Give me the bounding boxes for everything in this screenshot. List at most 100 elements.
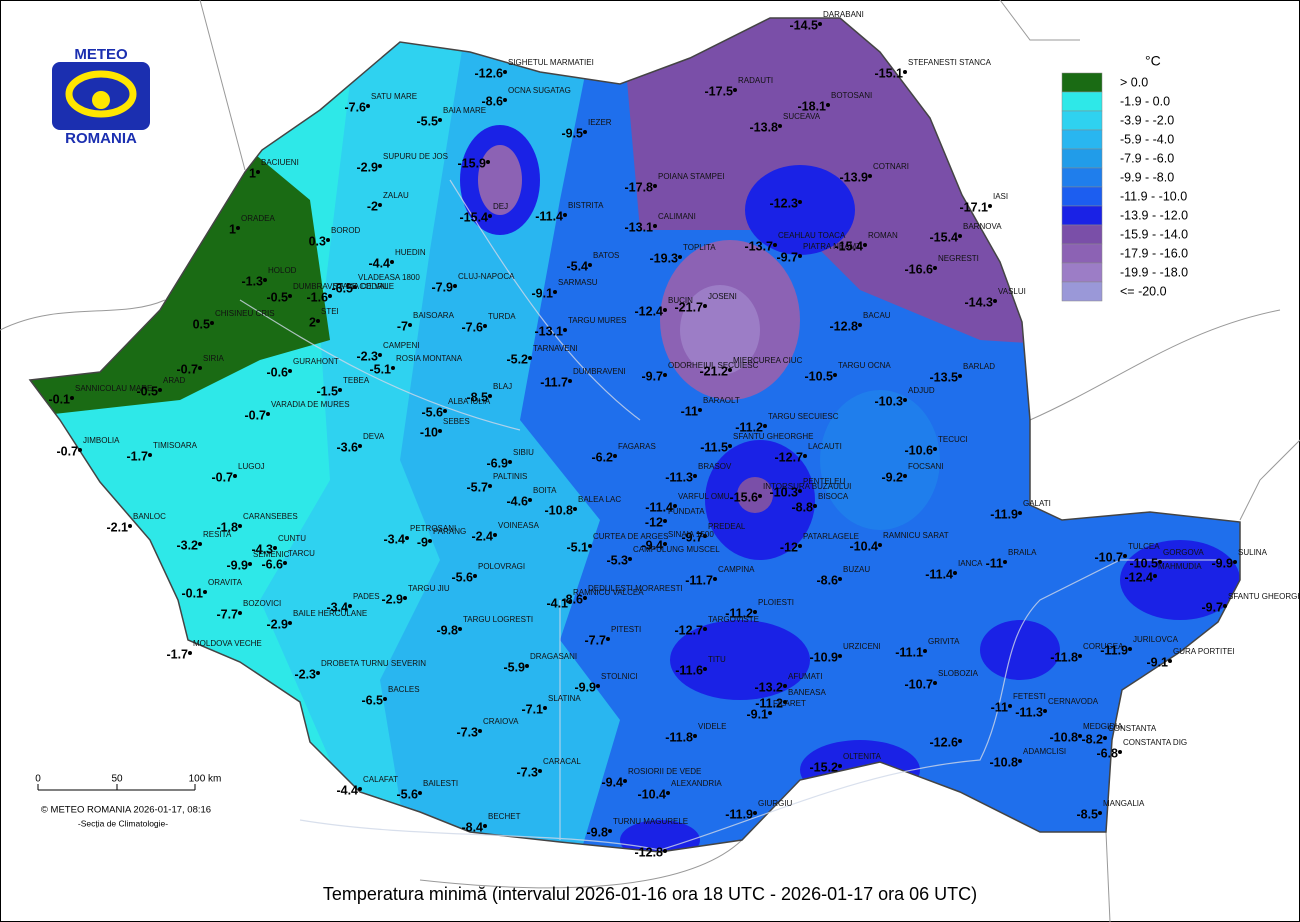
station-value: -11.9 — [725, 807, 753, 821]
station-name: DEDULESTI MORARESTI — [588, 584, 683, 593]
station-name: ALBA IULIA — [448, 397, 491, 406]
station-name: OLTENITA — [843, 752, 882, 761]
station-dot — [390, 260, 394, 264]
station-name: CALIMANI — [658, 212, 696, 221]
station-value: -9.1 — [746, 707, 768, 721]
station-name: ZALAU — [383, 191, 409, 200]
station-name: SIBIU — [513, 448, 534, 457]
station-name: SFANTU GHEORGHE — [733, 432, 813, 441]
legend-label: -3.9 - -2.0 — [1120, 113, 1174, 127]
station-value: -11.2 — [755, 696, 783, 710]
station-dot — [768, 711, 772, 715]
station-dot — [608, 829, 612, 833]
station-value: 1 — [249, 166, 256, 180]
station-value: -9.1 — [531, 286, 553, 300]
station-name: TARGU MURES — [568, 316, 627, 325]
station-name: ORADEA — [241, 214, 275, 223]
station-name: BAIA MARE — [443, 106, 486, 115]
station-dot — [583, 596, 587, 600]
station-dot — [316, 319, 320, 323]
station-value: -4.3 — [251, 542, 273, 556]
legend-swatch — [1061, 224, 1103, 245]
station-value: -5.7 — [466, 480, 488, 494]
station-value: -11.4 — [535, 209, 563, 223]
station-name: PIATRA NEAMT — [803, 242, 861, 251]
station-name: PETROSANI — [410, 524, 456, 533]
station-name: MIERCUREA CIUC — [733, 356, 803, 365]
station-value: -12.8 — [635, 845, 664, 859]
station-name: BANLOC — [133, 512, 166, 521]
station-name: SATU MARE — [371, 92, 417, 101]
station-name: DARABANI — [823, 10, 864, 19]
station-dot — [203, 590, 207, 594]
station-name: CAMPULUNG MUSCEL — [633, 545, 720, 554]
map-title: Temperatura minimă (intervalul 2026-01-1… — [323, 884, 977, 904]
station-dot — [728, 444, 732, 448]
station-value: -11.3 — [1015, 705, 1043, 719]
station-name: CLUJ-NAPOCA — [458, 272, 515, 281]
station-value: -5.3 — [606, 553, 628, 567]
station-name: BOZOVICI — [243, 599, 281, 608]
station-dot — [563, 328, 567, 332]
station-name: CRAIOVA — [483, 717, 519, 726]
station-value: -7.7 — [216, 607, 238, 621]
station-name: SFANTU GHEORGHE — [1228, 592, 1300, 601]
station-name: TARGU JIU — [408, 584, 450, 593]
station-dot — [783, 700, 787, 704]
station-value: -11.1 — [895, 645, 923, 659]
station-dot — [233, 474, 237, 478]
station-value: -12.7 — [775, 450, 804, 464]
station-name: MOLDOVA VECHE — [193, 639, 262, 648]
station-dot — [493, 533, 497, 537]
station-value: -7.6 — [461, 320, 483, 334]
department: -Secția de Climatologie- — [78, 818, 168, 828]
station-value: -2.3 — [294, 667, 316, 681]
station-dot — [408, 323, 412, 327]
station-dot — [528, 356, 532, 360]
station-value: -6.5 — [361, 693, 383, 707]
station-dot — [678, 255, 682, 259]
station-value: -10.3 — [875, 394, 904, 408]
station-name: CEAHLAU TOACA — [778, 231, 846, 240]
station-value: -1.6 — [306, 290, 328, 304]
station-value: -10.8 — [1050, 730, 1079, 744]
station-value: -2.3 — [356, 349, 378, 363]
station-name: ADAMCLISI — [1023, 747, 1066, 756]
station-dot — [568, 379, 572, 383]
station-dot — [878, 543, 882, 547]
station-name: BOITA — [533, 486, 557, 495]
legend-swatch — [1061, 243, 1103, 264]
station-name: BARAOLT — [703, 396, 740, 405]
station-value: -9.9 — [226, 558, 248, 572]
station-dot — [563, 213, 567, 217]
station-name: LACAUTI — [808, 442, 842, 451]
station-dot — [288, 294, 292, 298]
station-dot — [210, 321, 214, 325]
station-name: SLATINA — [548, 694, 581, 703]
station-dot — [443, 409, 447, 413]
station-dot — [188, 651, 192, 655]
legend-swatch — [1061, 186, 1103, 207]
station-name: POIANA STAMPEI — [658, 172, 725, 181]
station-value: -5.4 — [566, 259, 588, 273]
station-name: CERNAVODA — [1048, 697, 1099, 706]
station-dot — [663, 519, 667, 523]
station-name: CAMPINA — [718, 565, 755, 574]
station-value: -15.1 — [875, 66, 904, 80]
station-dot — [148, 453, 152, 457]
station-value: -7.3 — [516, 765, 538, 779]
station-dot — [283, 561, 287, 565]
station-value: -9.2 — [881, 470, 903, 484]
station-name: CHISINEU CRIS — [215, 309, 275, 318]
station-dot — [703, 534, 707, 538]
station-value: -10.6 — [905, 443, 934, 457]
station-dot — [1008, 704, 1012, 708]
station-dot — [553, 290, 557, 294]
station-name: SINAIA 1500 — [668, 530, 714, 539]
station-value: -13.5 — [930, 370, 959, 384]
station-dot — [703, 627, 707, 631]
station-value: -9.5 — [561, 126, 583, 140]
station-name: TARCU — [288, 549, 315, 558]
station-dot — [993, 299, 997, 303]
